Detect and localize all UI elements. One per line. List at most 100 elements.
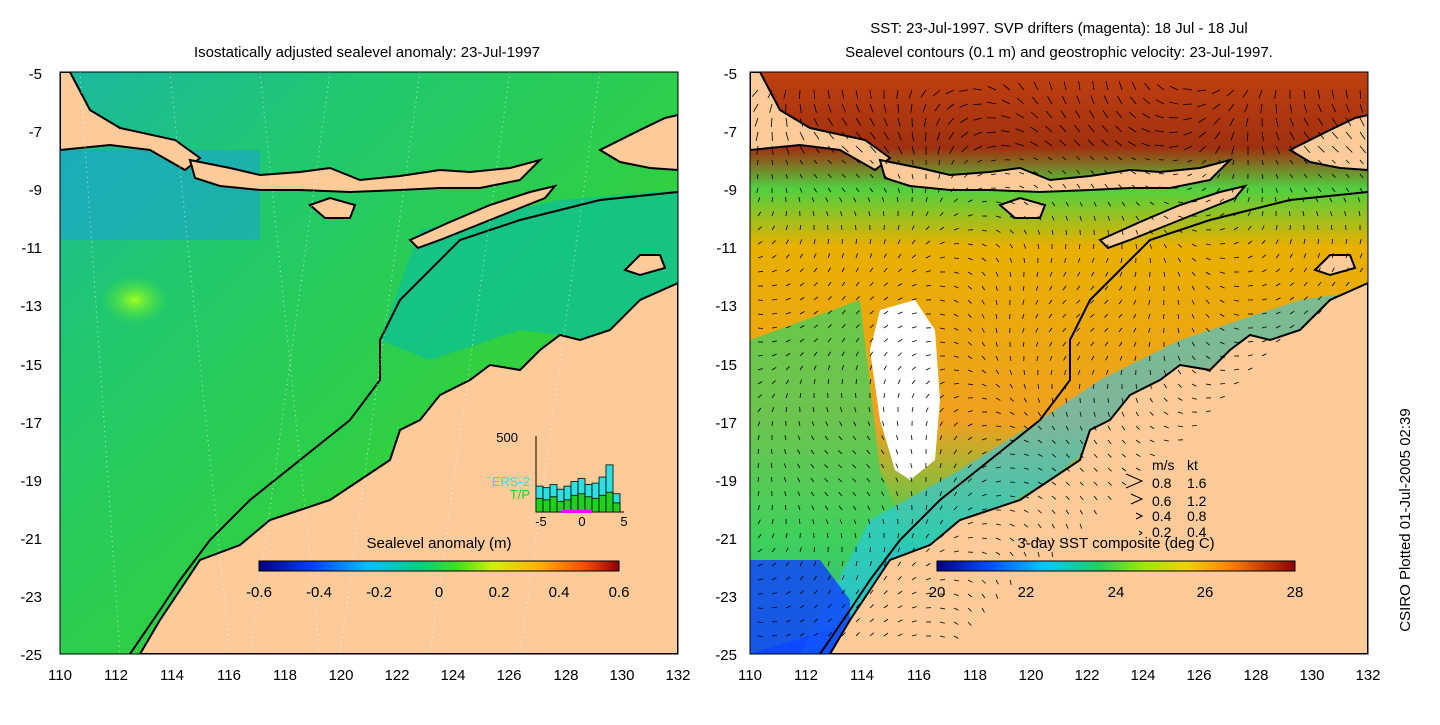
velocity-arrow: [996, 495, 1001, 496]
velocity-arrow: [842, 379, 843, 384]
velocity-arrow: [1163, 314, 1164, 319]
histogram-bar-tp: [592, 498, 599, 512]
sst-colorbar-title: 3-day SST composite (deg C): [1017, 535, 1214, 552]
left-x-tick: 120: [328, 667, 353, 684]
velocity-arrow: [1262, 188, 1263, 193]
left-x-tick: 112: [104, 667, 128, 684]
velocity-arrow: [772, 174, 773, 179]
right-y-tick: -13: [715, 298, 737, 315]
left-map-anomaly-high: [100, 275, 170, 325]
velocity-arrow: [1220, 370, 1225, 371]
velocity-arrow: [1248, 285, 1253, 286]
velocity-legend-header-kt: kt: [1187, 457, 1198, 473]
velocity-arrow: [758, 463, 759, 468]
right-x-tick: 130: [1299, 667, 1324, 684]
left-y-axis: -5 -7 -9 -11 -13 -15 -17 -19 -21 -23 -25: [20, 66, 42, 664]
plot-credit-label: CSIRO Plotted 01-Jul-2005 02:39: [1397, 408, 1414, 631]
sla-colorbar-tick: 0.4: [549, 584, 570, 601]
velocity-legend-kt: 1.2: [1187, 493, 1207, 509]
sst-colorbar-tick: 22: [1018, 584, 1035, 601]
histogram-x-tick: 5: [620, 514, 627, 529]
left-x-axis: 110 112 114 116 118 120 122 124 126 128 …: [48, 667, 690, 684]
velocity-legend-kt: 0.8: [1187, 508, 1207, 524]
histogram-bar-tp: [599, 495, 606, 512]
left-x-tick: 122: [384, 667, 409, 684]
right-y-tick: -9: [724, 182, 737, 199]
right-x-tick: 114: [850, 667, 874, 684]
right-x-tick: 128: [1243, 667, 1268, 684]
velocity-arrow: [758, 328, 763, 329]
left-y-tick: -9: [29, 182, 42, 199]
left-y-tick: -7: [29, 124, 42, 141]
right-y-tick: -25: [715, 647, 737, 664]
left-y-tick: -13: [20, 298, 42, 315]
histogram-x-tick: 0: [578, 514, 585, 529]
right-y-tick: -11: [716, 240, 737, 257]
sla-colorbar-tick: -0.4: [306, 584, 332, 601]
right-y-axis: -5 -7 -9 -11 -13 -15 -17 -19 -21 -23 -25: [715, 66, 737, 664]
histogram-zero-band: [562, 510, 592, 513]
left-y-tick: -23: [20, 589, 42, 606]
histogram-legend-tp: T/P: [510, 487, 530, 502]
left-x-tick: 130: [609, 667, 634, 684]
left-x-tick: 132: [665, 667, 690, 684]
right-x-tick: 126: [1186, 667, 1211, 684]
sla-colorbar-tick: -0.6: [246, 584, 272, 601]
histogram-bar-tp: [606, 492, 613, 512]
velocity-arrow: [1010, 454, 1015, 455]
right-y-tick: -7: [724, 124, 737, 141]
right-y-tick: -5: [724, 66, 737, 83]
histogram-bar-tp: [536, 498, 543, 512]
right-x-tick: 116: [907, 667, 931, 684]
right-y-tick: -23: [715, 589, 737, 606]
sst-colorbar-tick: 20: [929, 584, 946, 601]
velocity-legend-header-ms: m/s: [1152, 457, 1175, 473]
velocity-arrow: [925, 132, 926, 141]
left-y-tick: -15: [20, 357, 42, 374]
sst-colorbar-tick: 26: [1197, 584, 1214, 601]
right-x-tick: 132: [1355, 667, 1380, 684]
right-y-tick: -15: [715, 357, 737, 374]
right-x-axis: 110 112 114 116 118 120 122 124 126 128 …: [738, 667, 1380, 684]
sla-colorbar-title: Sealevel anomaly (m): [366, 535, 511, 552]
velocity-arrow: [1107, 244, 1108, 249]
sla-colorbar-tick: 0.2: [489, 584, 510, 601]
sla-colorbar-ramp: [259, 561, 619, 571]
left-x-tick: 124: [440, 667, 465, 684]
velocity-arrow: [855, 225, 856, 230]
velocity-arrow: [1005, 173, 1010, 174]
velocity-arrow: [1220, 258, 1225, 259]
left-y-tick: -19: [20, 473, 42, 490]
left-x-tick: 116: [217, 667, 241, 684]
velocity-arrow: [1317, 225, 1318, 230]
histogram-bar-tp: [613, 503, 620, 512]
sst-colorbar-tick: 24: [1108, 584, 1125, 601]
right-y-tick: -19: [715, 473, 737, 490]
left-x-tick: 114: [160, 667, 184, 684]
velocity-arrow: [758, 300, 763, 301]
histogram-bar-tp: [585, 497, 592, 512]
histogram-bar-tp: [578, 494, 585, 512]
velocity-arrow: [842, 239, 843, 244]
velocity-arrow: [771, 449, 772, 454]
right-y-tick: -17: [715, 415, 737, 432]
sla-colorbar-tick: 0: [435, 584, 443, 601]
right-x-tick: 110: [738, 667, 762, 684]
histogram-x-tick: -5: [535, 514, 547, 529]
velocity-arrow: [1065, 244, 1066, 249]
velocity-arrow: [1220, 383, 1225, 384]
velocity-legend-ms: 0.6: [1152, 493, 1172, 509]
left-y-tick: -5: [29, 66, 42, 83]
right-x-tick: 112: [794, 667, 818, 684]
histogram-bar-tp: [571, 495, 578, 512]
left-x-tick: 118: [273, 667, 297, 684]
sst-colorbar-ramp: [937, 561, 1295, 571]
left-x-tick: 110: [48, 667, 72, 684]
right-x-tick: 120: [1018, 667, 1043, 684]
velocity-legend-ms: 0.8: [1152, 475, 1172, 491]
velocity-arrow: [841, 393, 842, 398]
velocity-arrow: [1107, 384, 1108, 389]
velocity-arrow: [1052, 552, 1053, 557]
histogram-bar-tp: [543, 500, 550, 512]
